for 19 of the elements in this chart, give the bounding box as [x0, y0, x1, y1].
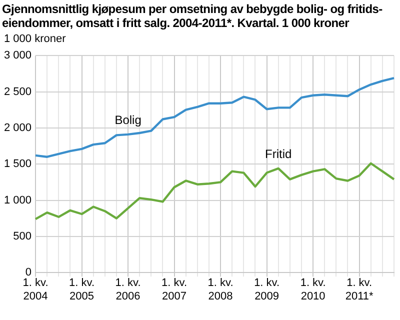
y-tick-label: 1 000 — [4, 194, 32, 206]
x-tick-label: 1. kv. 2006 — [115, 277, 141, 302]
y-axis-title: 1 000 kroner — [3, 32, 67, 45]
x-tick-label: 1. kv. 2008 — [208, 277, 234, 302]
chart-title: Gjennomsnittlig kjøpesum per omsetning av bebygde bolig- og fritids-eiendommer, omsatt i fritt salg. 2004-2011*. Kvartal. 1 000 kroner — [1, 1, 384, 30]
y-tick-label: 2 000 — [4, 122, 32, 134]
series-label: Bolig — [114, 112, 142, 127]
series-label: Fritid — [265, 146, 292, 161]
y-tick-label: 3 000 — [4, 50, 32, 62]
x-tick-label: 1. kv. 2011* — [345, 277, 374, 302]
x-tick-label: 1. kv. 2010 — [300, 277, 326, 302]
y-tick-label: 1 500 — [4, 158, 32, 170]
x-tick-label: 1. kv. 2005 — [69, 277, 95, 302]
y-tick-label: 0 — [25, 266, 32, 279]
x-tick-label: 1. kv. 2009 — [254, 277, 280, 302]
y-tick-label: 500 — [13, 230, 32, 242]
y-tick-label: 2 500 — [4, 86, 32, 98]
x-tick-label: 1. kv. 2007 — [162, 277, 188, 302]
x-tick-label: 1. kv. 2004 — [22, 277, 48, 302]
